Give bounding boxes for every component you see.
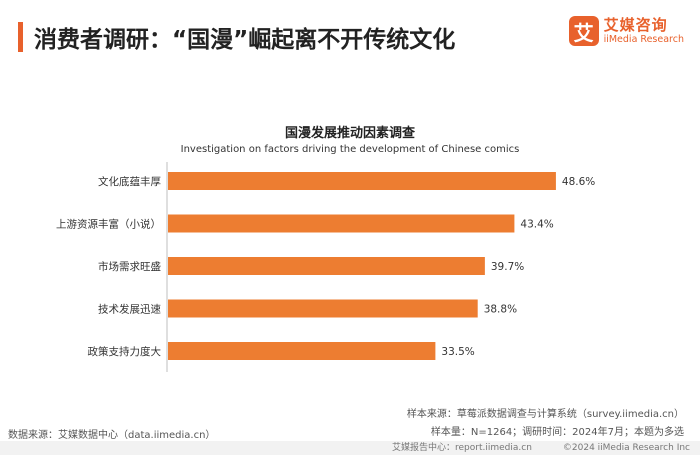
bar-chart: 文化底蕴丰厚 48.6% 上游资源丰富（小说） 43.4% 市场需求旺盛 39.7% 技术发… xyxy=(56,162,595,372)
value-label: 33.5% xyxy=(441,346,474,358)
category-label: 政策支持力度大 xyxy=(88,345,162,358)
logo-subtitle: iiMedia Research xyxy=(603,33,684,45)
sample-size-note: 样本量：N=1264；调研时间：2024年7月；本题为多选 xyxy=(430,427,684,438)
data-source-note: 数据来源：艾媒数据中心（data.iimedia.cn） xyxy=(8,430,216,441)
bar xyxy=(168,299,478,318)
logo-text: 艾媒咨询 iiMedia Research xyxy=(603,15,684,46)
title-accent-bar xyxy=(18,22,23,52)
value-label: 39.7% xyxy=(491,261,524,273)
iimedia-logo: 艾 艾媒咨询 iiMedia Research xyxy=(568,15,684,46)
value-label: 48.6% xyxy=(562,176,595,188)
footer-copyright: ©2024 iiMedia Research Inc xyxy=(562,443,690,453)
bar xyxy=(168,214,515,233)
footer-report-center: 艾媒报告中心：report.iimedia.cn xyxy=(392,443,532,453)
category-label: 上游资源丰富（小说） xyxy=(56,218,161,231)
chart-title: 国漫发展推动因素调查 xyxy=(284,126,415,141)
bar xyxy=(168,172,556,190)
chart-subtitle: Investigation on factors driving the dev… xyxy=(180,144,520,155)
value-label: 38.8% xyxy=(484,304,517,316)
category-label: 文化底蕴丰厚 xyxy=(98,175,161,188)
category-label: 技术发展迅速 xyxy=(98,303,161,316)
logo-mark-icon: 艾 xyxy=(568,16,599,46)
category-label: 市场需求旺盛 xyxy=(98,260,161,273)
bar xyxy=(168,342,436,360)
footer-bar: 艾媒报告中心：report.iimedia.cn ©2024 iiMedia R… xyxy=(0,441,700,455)
logo-name: 艾媒咨询 xyxy=(603,15,668,34)
sample-source-note: 样本来源：草莓派数据调查与计算系统（survey.iimedia.cn） xyxy=(406,409,684,420)
value-label: 43.4% xyxy=(520,219,553,231)
bar xyxy=(168,257,485,275)
page-title: 消费者调研：“国漫”崛起离不开传统文化 xyxy=(34,27,456,53)
